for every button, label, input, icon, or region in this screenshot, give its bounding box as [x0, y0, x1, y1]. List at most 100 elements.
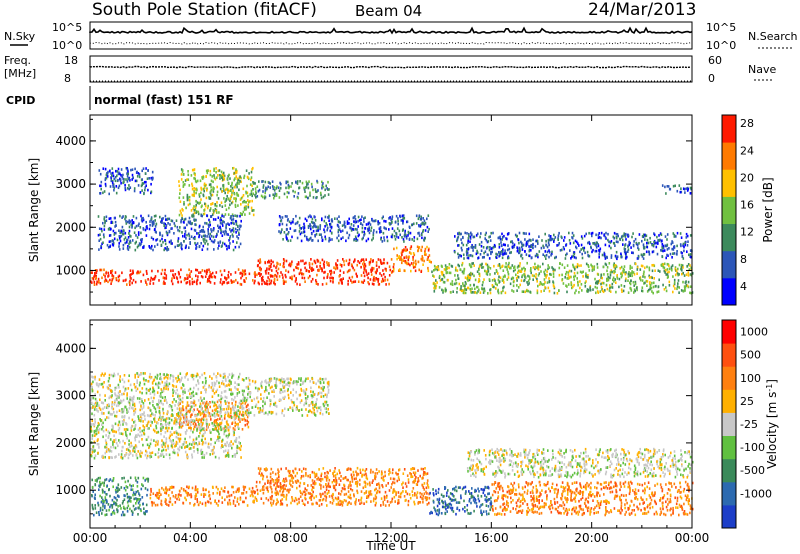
velocity-cell	[101, 508, 104, 512]
power-cell	[454, 282, 456, 286]
power-cell	[202, 244, 205, 248]
velocity-cell	[370, 493, 373, 496]
power-cell	[514, 233, 517, 237]
velocity-cell	[356, 466, 359, 470]
power-cell	[204, 221, 206, 225]
power-cell	[155, 222, 158, 226]
power-cell	[221, 176, 223, 179]
velocity-cell	[416, 480, 419, 484]
velocity-cell	[391, 471, 394, 475]
power-cell	[286, 219, 289, 222]
velocity-cell	[440, 493, 443, 497]
power-cell	[421, 233, 423, 236]
velocity-cell	[244, 485, 247, 489]
power-cell	[392, 265, 395, 269]
power-cell	[464, 281, 467, 284]
power-cell	[641, 264, 644, 268]
velocity-cell	[322, 497, 325, 501]
power-cell	[124, 188, 127, 192]
station-title: South Pole Station (fitACF)	[92, 0, 317, 20]
velocity-cell	[348, 496, 351, 499]
power-cell	[329, 276, 331, 280]
power-cell	[301, 181, 304, 185]
power-cell	[221, 234, 224, 237]
velocity-cell	[397, 498, 400, 502]
power-cell	[634, 237, 637, 241]
power-cell	[226, 281, 228, 285]
power-cell	[418, 231, 420, 235]
power-cell	[232, 218, 235, 221]
velocity-cell	[328, 485, 330, 488]
velocity-cell	[388, 489, 391, 492]
power-cell	[428, 247, 430, 251]
velocity-cell	[437, 501, 440, 504]
power-cell	[424, 247, 427, 251]
power-cell	[237, 268, 240, 271]
power-cell	[487, 270, 490, 273]
power-cell	[109, 240, 112, 243]
velocity-cell	[304, 490, 306, 493]
power-cell	[260, 194, 263, 198]
power-cell	[608, 244, 611, 248]
power-cell	[223, 232, 226, 236]
velocity-cell	[93, 513, 95, 517]
power-cell	[564, 257, 567, 260]
power-cell	[202, 238, 205, 241]
power-cell	[363, 264, 365, 268]
power-cell	[497, 264, 499, 267]
power-cell	[672, 284, 675, 288]
power-cell	[670, 242, 673, 246]
velocity-cell	[349, 480, 351, 484]
power-cell	[307, 215, 310, 219]
velocity-cell	[132, 493, 134, 497]
power-cell	[621, 238, 624, 242]
velocity-cell	[362, 486, 365, 490]
velocity-cell	[142, 476, 145, 480]
velocity-cell	[304, 503, 306, 507]
power-cell	[511, 264, 514, 267]
velocity-cell	[131, 513, 134, 516]
power-cell	[261, 282, 263, 286]
power-cell	[110, 221, 112, 224]
velocity-cell	[432, 492, 435, 495]
power-cell	[233, 178, 235, 182]
power-cell	[404, 249, 406, 252]
power-cell	[520, 279, 523, 282]
power-cell	[477, 290, 479, 293]
power-cell	[587, 254, 589, 257]
velocity-cell	[288, 471, 291, 474]
velocity-cell	[480, 495, 483, 498]
velocity-cell	[382, 475, 385, 479]
power-cell	[307, 226, 310, 229]
velocity-cell	[414, 471, 417, 475]
power-cell	[205, 271, 208, 274]
velocity-cell	[325, 477, 328, 480]
velocity-cell	[299, 495, 302, 498]
power-cell	[350, 229, 353, 232]
power-cell	[612, 276, 615, 280]
velocity-cell	[450, 506, 452, 510]
velocity-cell	[374, 494, 377, 497]
power-cell	[516, 266, 519, 269]
velocity-cell	[382, 503, 385, 506]
power-cell	[525, 243, 528, 246]
power-cell	[690, 266, 692, 270]
power-cell	[646, 290, 649, 293]
power-cell	[101, 276, 103, 280]
velocity-cell	[92, 507, 94, 511]
velocity-cell	[154, 503, 157, 507]
power-cell	[131, 178, 133, 181]
power-cell	[649, 241, 652, 244]
freq-tick-bottom: 8	[64, 72, 71, 85]
velocity-cell	[351, 477, 354, 481]
power-cell	[603, 273, 605, 276]
power-cell	[596, 286, 598, 290]
power-cell	[128, 281, 131, 284]
power-cell	[338, 228, 341, 231]
power-cell	[528, 232, 531, 236]
power-cell	[673, 235, 676, 238]
power-cell	[335, 263, 337, 267]
power-cell	[200, 186, 202, 190]
power-cell	[181, 169, 184, 172]
power-cell	[357, 220, 359, 223]
